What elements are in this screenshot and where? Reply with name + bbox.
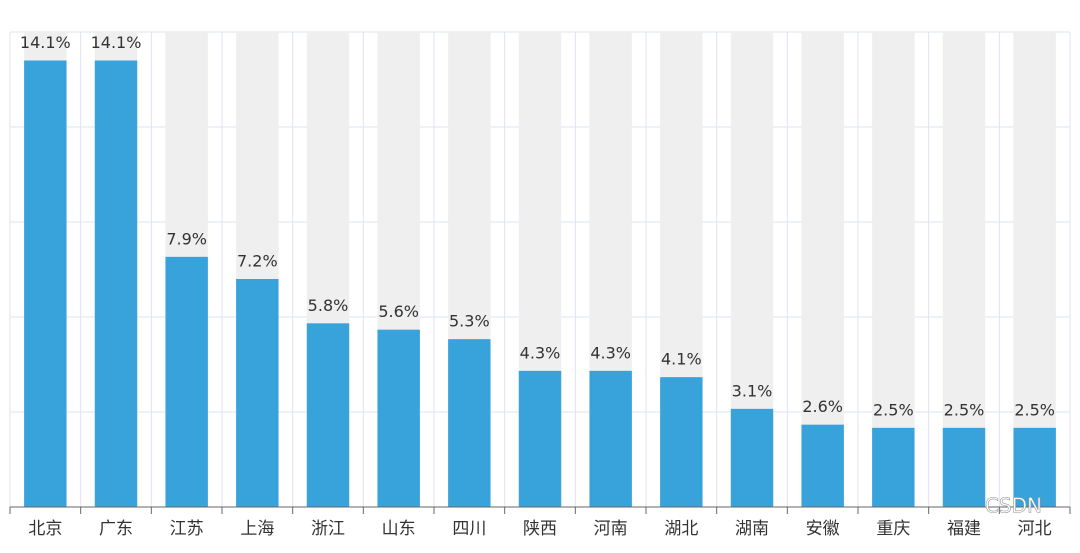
x-tick-label: 江苏 — [170, 519, 204, 539]
x-tick-label: 陕西 — [523, 519, 557, 539]
value-label: 2.5% — [944, 400, 985, 419]
bar — [730, 408, 774, 507]
value-label: 2.5% — [1014, 400, 1055, 419]
bar — [306, 323, 350, 507]
x-tick-label: 河北 — [1018, 519, 1052, 539]
bar — [942, 427, 986, 507]
bar — [1013, 427, 1056, 507]
x-tick-label: 河南 — [594, 519, 628, 539]
value-label: 5.3% — [449, 312, 490, 331]
bar — [448, 339, 491, 507]
bar — [236, 279, 279, 507]
x-tick-label: 四川 — [452, 519, 486, 539]
value-label: 2.5% — [873, 400, 914, 419]
x-tick-label: 北京 — [28, 519, 62, 539]
x-tick-label: 上海 — [240, 519, 274, 539]
bar — [377, 329, 420, 507]
watermark: CSDN — [985, 494, 1042, 518]
x-tick-label: 浙江 — [311, 519, 345, 539]
bar — [589, 370, 632, 507]
value-label: 3.1% — [732, 381, 773, 400]
x-tick-label: 福建 — [947, 519, 981, 539]
x-tick-label: 安徽 — [806, 519, 840, 539]
value-label: 4.1% — [661, 350, 702, 369]
bar — [165, 256, 208, 507]
value-label: 4.3% — [590, 343, 631, 362]
x-tick-label: 湖北 — [664, 519, 698, 539]
value-label: 5.8% — [308, 296, 349, 315]
value-label: 7.9% — [166, 229, 207, 248]
x-tick-label: 广东 — [99, 519, 133, 539]
x-tick-label: 重庆 — [876, 519, 910, 539]
bar — [660, 377, 703, 507]
value-label: 4.3% — [520, 343, 561, 362]
x-tick-label: 湖南 — [735, 519, 769, 539]
value-label: 14.1% — [91, 33, 142, 52]
value-label: 2.6% — [802, 397, 843, 416]
bar — [872, 427, 915, 507]
bar — [801, 424, 844, 507]
bar — [94, 60, 138, 507]
value-label: 14.1% — [20, 33, 71, 52]
bar — [518, 370, 562, 507]
value-label: 7.2% — [237, 252, 278, 271]
bar — [24, 60, 67, 507]
x-tick-label: 山东 — [382, 519, 416, 539]
value-label: 5.6% — [378, 302, 419, 321]
